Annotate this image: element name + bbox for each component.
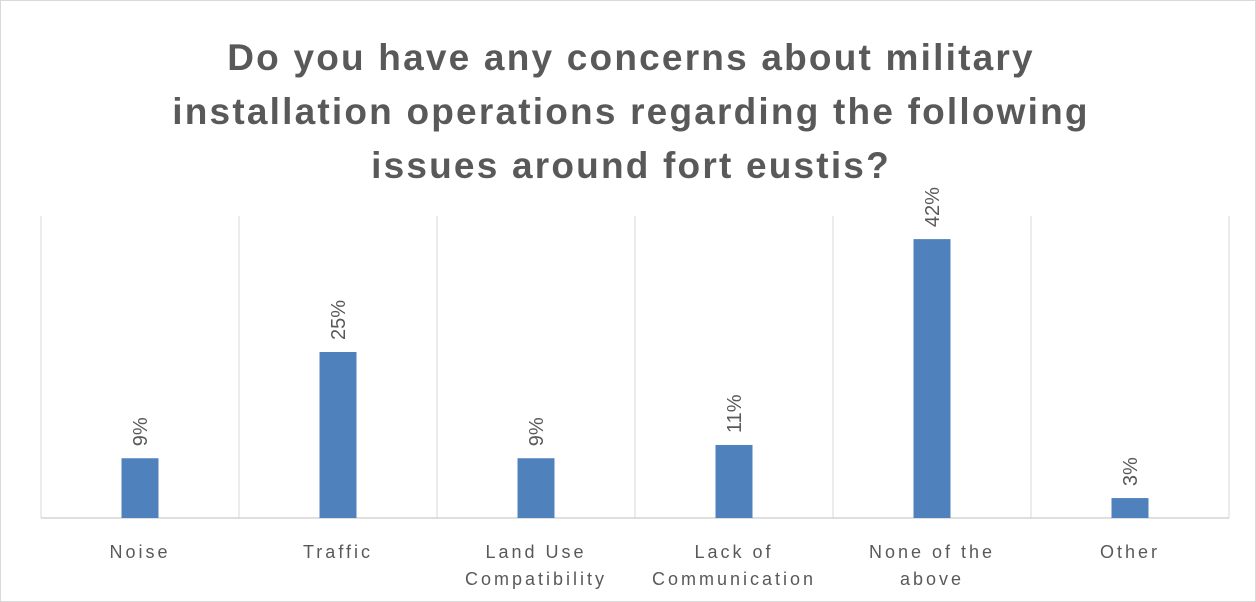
x-tick-label: Lack of Communication (651, 542, 817, 589)
bar (121, 458, 159, 518)
data-label: 9% (130, 417, 152, 446)
data-label: 42% (922, 187, 944, 227)
bar (1111, 498, 1149, 518)
x-tick-label: Land Use Compatibility (464, 542, 608, 589)
x-tick-label: None of the above (868, 542, 996, 589)
bar (715, 444, 753, 518)
bar (319, 352, 357, 518)
data-label: 11% (724, 394, 746, 433)
x-tick-label: Traffic (302, 542, 373, 562)
data-label: 9% (526, 417, 548, 446)
x-tick-label: Other (1099, 542, 1161, 562)
data-label: 25% (328, 300, 350, 340)
x-tick-label: Noise (109, 542, 171, 562)
chart-title: Do you have any concerns about military … (172, 37, 1090, 186)
bar (517, 458, 555, 518)
data-label: 3% (1120, 457, 1142, 486)
bar (913, 239, 951, 518)
